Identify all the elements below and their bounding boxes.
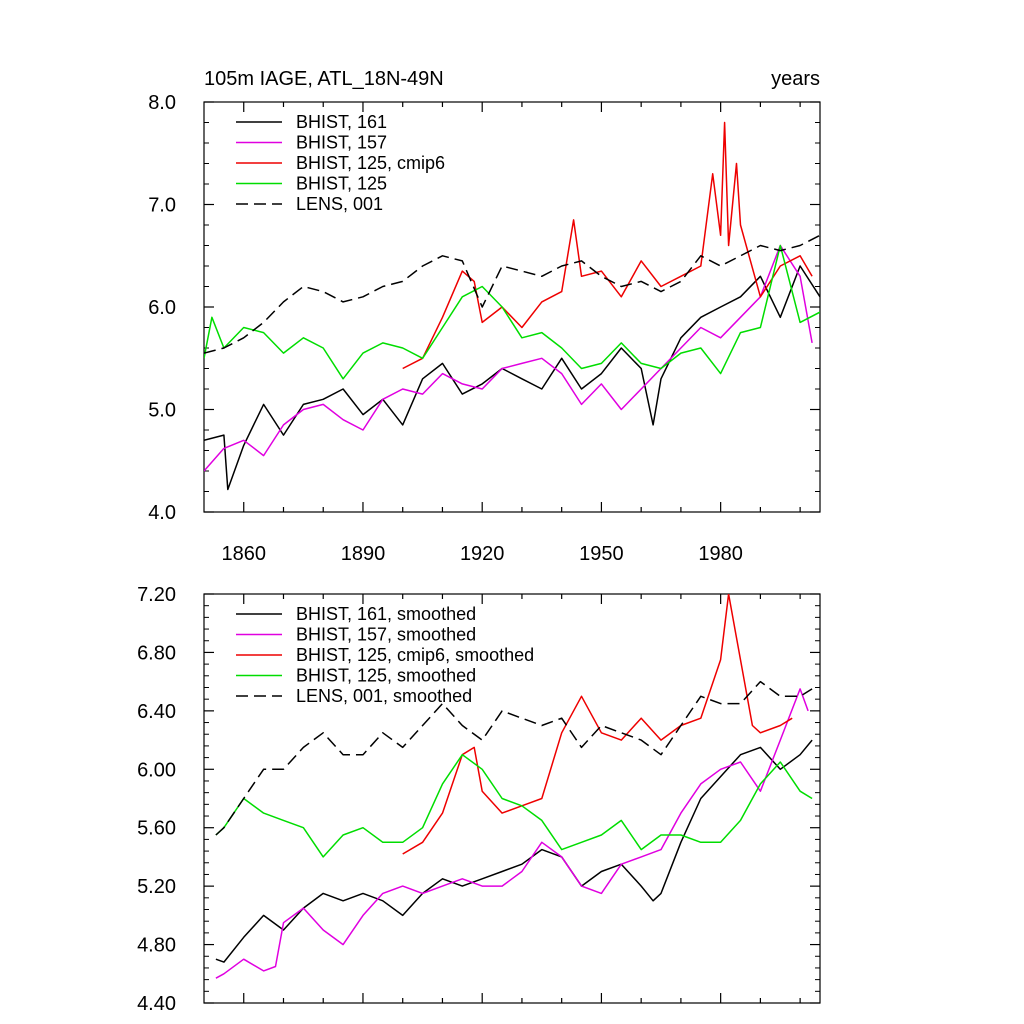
bottom-ytick-label: 6.80 <box>137 642 176 664</box>
top-legend-label-2: BHIST, 125, cmip6 <box>296 153 445 173</box>
top-series-line-3 <box>204 244 820 380</box>
top-legend-label-4: LENS, 001 <box>296 194 383 214</box>
top-xtick-label: 1980 <box>698 543 743 565</box>
bottom-legend-label-1: BHIST, 157, smoothed <box>296 625 476 645</box>
bottom-ytick-label: 6.00 <box>137 759 176 781</box>
bottom-series-line-1 <box>215 688 809 979</box>
top-legend-label-0: BHIST, 161 <box>296 112 387 132</box>
top-legend-label-3: BHIST, 125 <box>296 174 387 194</box>
bottom-panel: 4.40 4.80 5.20 5.60 6.00 6.40 6.80 7.20 BHIST, 1… <box>137 584 821 1015</box>
top-xtick-label: 1950 <box>579 543 624 565</box>
top-legend-label-1: BHIST, 157 <box>296 133 387 153</box>
bottom-ytick-label: 4.80 <box>137 935 176 957</box>
bottom-plot-frame <box>203 593 821 1004</box>
bottom-legend-label-4: LENS, 001, smoothed <box>296 686 472 706</box>
bottom-ytick-label: 5.60 <box>137 818 176 840</box>
top-ytick-label: 5.0 <box>148 400 176 422</box>
top-units-label: years <box>771 68 820 90</box>
top-xtick-label: 1860 <box>221 543 266 565</box>
bottom-legend-label-3: BHIST, 125, smoothed <box>296 666 476 686</box>
top-xtick-label: 1920 <box>460 543 505 565</box>
bottom-legend-label-0: BHIST, 161, smoothed <box>296 604 476 624</box>
bottom-series-line-0 <box>215 739 813 963</box>
bottom-ytick-label: 5.20 <box>137 876 176 898</box>
top-ytick-label: 7.0 <box>148 195 176 217</box>
top-ytick-label: 8.0 <box>148 92 176 114</box>
top-series-line-1 <box>204 244 813 472</box>
top-series-line-4 <box>204 234 820 354</box>
bottom-series-line-4 <box>215 680 813 836</box>
top-chart-title: 105m IAGE, ATL_18N-49N <box>204 68 444 90</box>
top-ytick-label: 4.0 <box>148 502 176 524</box>
bottom-series-line-3 <box>215 753 813 858</box>
bottom-legend-label-2: BHIST, 125, cmip6, smoothed <box>296 645 534 665</box>
bottom-ytick-label: 6.40 <box>137 701 176 723</box>
top-ytick-label: 6.0 <box>148 297 176 319</box>
top-series-line-2 <box>402 121 813 370</box>
top-series-line-0 <box>204 265 820 491</box>
top-xtick-label: 1890 <box>341 543 386 565</box>
bottom-ytick-label: 4.40 <box>137 993 176 1015</box>
top-panel: 4.0 5.0 6.0 7.0 8.0 1860 1890 1920 1950 1980 105m … <box>148 68 821 565</box>
bottom-ytick-label: 7.20 <box>137 584 176 606</box>
bottom-series-line-2 <box>402 594 793 855</box>
